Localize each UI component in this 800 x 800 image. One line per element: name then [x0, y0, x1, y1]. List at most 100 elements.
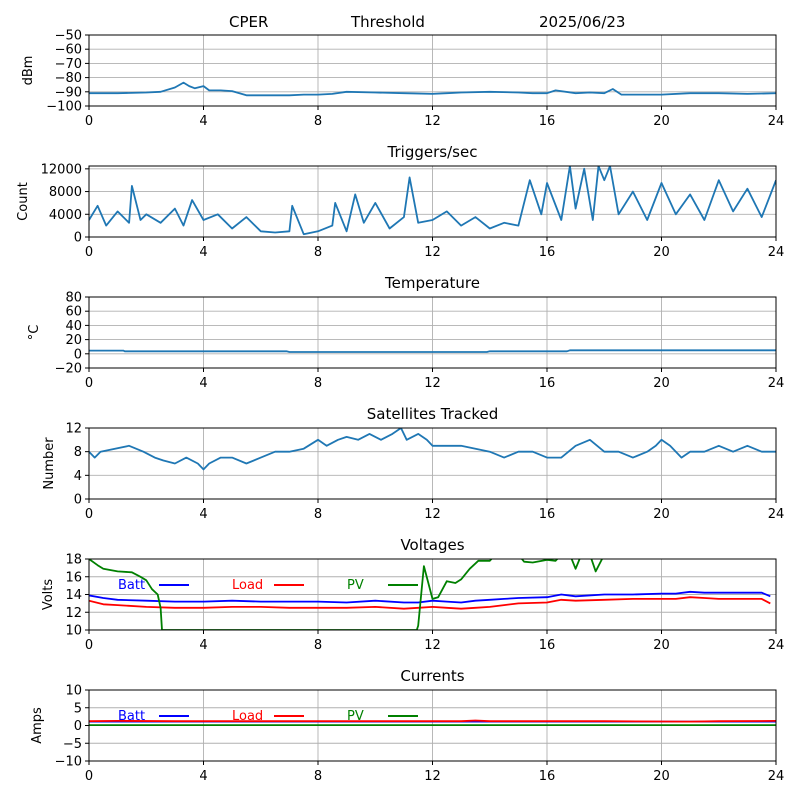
x-tick-label: 24: [768, 245, 785, 260]
x-tick-label: 8: [314, 245, 322, 260]
y-tick-label: 12: [65, 606, 82, 621]
y-tick-label: 14: [65, 588, 82, 603]
y-tick-label: −70: [55, 57, 82, 72]
series-line-load: [89, 596, 771, 610]
series-line-1: [89, 428, 776, 471]
panel-4: 0 4 8 12 16 20 24 0 4 8 12 Satellites Tracked Number: [42, 405, 784, 522]
panel-2: 0 4 8 12 16 20 24 0 4000 8000 12000 Triggers/sec Cou…: [16, 143, 784, 260]
y-tick-label: 10: [65, 684, 82, 699]
x-tick-label: 0: [85, 769, 93, 784]
legend-label-pv: PV: [347, 709, 364, 724]
x-tick-label: 24: [768, 376, 785, 391]
panel-5: 0 4 8 12 16 20 24 10 12 14 16 18 Voltages Volts Batt Lo…: [41, 536, 784, 653]
x-tick-label: 20: [653, 507, 670, 522]
legend-label-batt: Batt: [118, 709, 145, 724]
series-line-batt: [89, 590, 771, 604]
y-tick-label: 0: [74, 231, 82, 246]
x-tick-label: 16: [539, 114, 556, 129]
y-tick-label: 0: [74, 719, 82, 734]
panel-6: 0 4 8 12 16 20 24 −10 −5 0 5 10 Currents Amps Batt Load…: [30, 667, 784, 784]
figure-header: CPER Threshold 2025/06/23: [229, 13, 625, 31]
x-tick-label: 16: [539, 638, 556, 653]
y-tick-label: 16: [65, 570, 82, 585]
x-tick-label: 8: [314, 638, 322, 653]
y-tick-label: −10: [55, 755, 82, 770]
legend-label-load: Load: [232, 709, 263, 724]
x-tick-label: 24: [768, 507, 785, 522]
y-tick-label: 8000: [49, 185, 82, 200]
y-tick-label: 18: [65, 553, 82, 568]
y-tick-label: 12000: [41, 162, 82, 177]
x-tick-label: 12: [424, 376, 441, 391]
x-tick-label: 8: [314, 769, 322, 784]
y-tick-label: −20: [55, 362, 82, 377]
series-line-1: [89, 349, 776, 353]
x-tick-label: 4: [199, 507, 207, 522]
series-line-load: [89, 719, 776, 723]
mode-label: Threshold: [350, 13, 425, 31]
y-axis-label: °C: [27, 325, 42, 341]
y-tick-label: −80: [55, 71, 82, 86]
y-tick-label: 4000: [49, 208, 82, 223]
series-line-pv: [89, 559, 604, 630]
panel-title: Voltages: [400, 536, 464, 554]
site-label: CPER: [229, 13, 268, 31]
y-axis-label: Amps: [30, 707, 45, 744]
x-tick-label: 0: [85, 376, 93, 391]
series-line-1: [89, 166, 776, 236]
y-tick-label: 20: [65, 333, 82, 348]
x-tick-label: 4: [199, 769, 207, 784]
y-axis-label: dBm: [21, 56, 36, 86]
x-tick-label: 8: [314, 507, 322, 522]
y-tick-label: 60: [65, 305, 82, 320]
y-tick-label: 4: [74, 469, 82, 484]
legend-label-pv: PV: [347, 578, 364, 593]
x-tick-label: 20: [653, 114, 670, 129]
date-label: 2025/06/23: [539, 13, 625, 31]
x-tick-label: 8: [314, 376, 322, 391]
y-tick-label: −90: [55, 85, 82, 100]
y-axis-label: Count: [16, 182, 31, 221]
x-tick-label: 0: [85, 114, 93, 129]
panel-title: Triggers/sec: [387, 143, 478, 161]
y-tick-label: 5: [74, 701, 82, 716]
x-tick-label: 16: [539, 769, 556, 784]
panel-title: Currents: [400, 667, 464, 685]
x-tick-label: 4: [199, 638, 207, 653]
x-tick-label: 16: [539, 376, 556, 391]
x-tick-label: 12: [424, 507, 441, 522]
x-tick-label: 12: [424, 769, 441, 784]
panel-title: Temperature: [384, 274, 480, 292]
y-tick-label: 40: [65, 319, 82, 334]
x-tick-label: 0: [85, 638, 93, 653]
y-tick-label: 0: [74, 493, 82, 508]
series-line-1: [89, 81, 776, 97]
x-tick-label: 24: [768, 638, 785, 653]
y-tick-label: 8: [74, 445, 82, 460]
x-tick-label: 16: [539, 245, 556, 260]
y-tick-label: 80: [65, 291, 82, 306]
y-axis-label: Number: [42, 437, 57, 490]
y-axis-label: Volts: [41, 579, 56, 611]
x-tick-label: 12: [424, 114, 441, 129]
legend-label-batt: Batt: [118, 578, 145, 593]
x-tick-label: 8: [314, 114, 322, 129]
legend-label-load: Load: [232, 578, 263, 593]
x-tick-label: 16: [539, 507, 556, 522]
x-tick-label: 20: [653, 638, 670, 653]
x-tick-label: 24: [768, 114, 785, 129]
y-tick-label: −100: [46, 100, 82, 115]
legend: Batt Load PV: [118, 709, 418, 724]
x-tick-label: 4: [199, 114, 207, 129]
y-tick-label: 10: [65, 624, 82, 639]
x-tick-label: 20: [653, 769, 670, 784]
y-tick-label: 0: [74, 347, 82, 362]
y-tick-label: 12: [65, 422, 82, 437]
y-tick-label: −60: [55, 43, 82, 58]
x-tick-label: 4: [199, 376, 207, 391]
x-tick-label: 12: [424, 245, 441, 260]
x-tick-label: 0: [85, 507, 93, 522]
panel-1: 0 4 8 12 16 20 24 −100−90−80−70−60−50 dBm: [21, 29, 784, 130]
